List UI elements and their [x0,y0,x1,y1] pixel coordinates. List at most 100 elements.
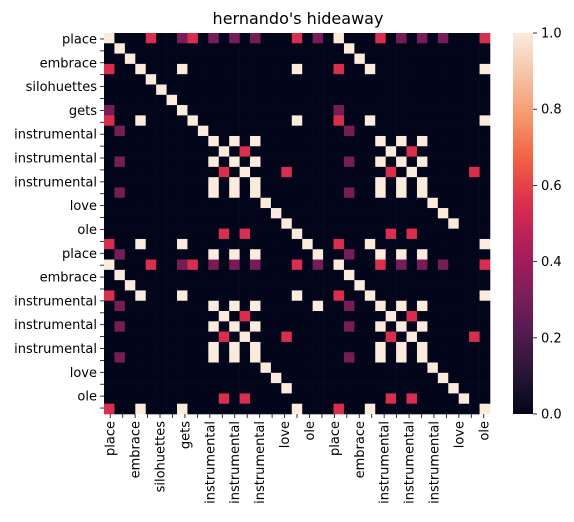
heatmap-cell [250,280,261,291]
heatmap-cell [114,218,126,229]
heatmap-cell [124,372,136,384]
heatmap-cell [333,166,345,178]
x-tick-label: embrace [129,421,144,478]
heatmap-cell [333,105,345,116]
heatmap-cell [218,208,230,219]
heatmap-cell [406,238,418,250]
heatmap-cell [385,393,397,405]
heatmap-cell [416,125,428,137]
heatmap-cell [145,321,157,332]
heatmap-cell [312,208,324,219]
heatmap-cell [385,331,397,343]
heatmap-cell [416,238,428,250]
heatmap-cell [156,290,167,302]
heatmap-cell [156,218,167,229]
heatmap-cell [437,290,449,302]
heatmap-cell [187,300,199,312]
heatmap-cell [448,228,459,240]
heatmap-cell [427,115,439,126]
heatmap-cell [312,341,324,353]
heatmap-cell [291,280,303,291]
heatmap-cell [396,362,407,374]
heatmap-cell [135,84,147,96]
heatmap-cell [187,135,199,147]
heatmap-cell [302,156,313,168]
heatmap-cell [333,321,345,332]
heatmap-cell [270,372,282,384]
heatmap-cell [479,228,491,240]
heatmap-cell [427,135,439,147]
heatmap-cell [124,63,136,75]
heatmap-cell [333,331,345,343]
heatmap-cell [145,208,157,219]
heatmap-cell [427,321,439,332]
heatmap-cell [396,341,407,353]
heatmap-cell [135,208,147,219]
heatmap-cell [208,125,220,137]
heatmap-cell [427,311,439,322]
heatmap-cell [375,290,386,302]
heatmap-cell [145,280,157,291]
heatmap-cell [364,208,376,219]
heatmap-cell [229,403,240,415]
y-tick-label: place [62,247,97,262]
heatmap-cell [124,290,136,302]
heatmap-cell [218,290,230,302]
heatmap-cell [458,280,470,291]
heatmap-cell [260,94,272,106]
heatmap-cell [239,383,251,394]
heatmap-cell [250,125,261,137]
heatmap-cell [239,290,251,302]
heatmap-cell [354,331,366,343]
heatmap-cell [124,177,136,188]
heatmap-cell [416,249,428,260]
heatmap-cell [104,125,115,137]
heatmap-cell [218,115,230,126]
heatmap-cell [197,403,209,415]
heatmap-cell [114,331,126,343]
heatmap-cell [260,187,272,199]
heatmap-cell [375,208,386,219]
heatmap-cell [385,228,397,240]
heatmap-cell [177,300,188,312]
heatmap-cell [270,249,282,260]
y-tick-label: love [70,366,97,381]
heatmap-cell [323,166,334,178]
heatmap-cell [124,228,136,240]
heatmap-cell [312,166,324,178]
heatmap-cell [270,177,282,188]
heatmap-cell [104,341,115,353]
heatmap-cell [416,269,428,281]
heatmap-cell [364,43,376,54]
heatmap-cell [385,280,397,291]
heatmap-cell [354,321,366,332]
heatmap-cell [281,197,293,209]
heatmap-cell [302,197,313,209]
heatmap-cell [375,249,386,260]
heatmap-cell [135,187,147,199]
heatmap-cell [479,94,491,106]
heatmap-cell [458,33,470,44]
heatmap-cell [448,115,459,126]
heatmap-cell [302,383,313,394]
heatmap-cell [479,238,491,250]
heatmap-cell [229,321,240,332]
heatmap-cell [197,43,209,54]
heatmap-cell [437,280,449,291]
heatmap-cell [208,105,220,116]
heatmap-cell [291,33,303,44]
heatmap-cell [177,383,188,394]
heatmap-cell [281,362,293,374]
heatmap-cell [469,362,480,374]
heatmap-cell [250,43,261,54]
heatmap-cell [333,125,345,137]
heatmap-cell [135,383,147,394]
heatmap-cell [197,321,209,332]
heatmap-cell [406,259,418,271]
heatmap-cell [469,105,480,116]
heatmap-cell [229,372,240,384]
heatmap-cell [343,53,355,65]
heatmap-cell [302,280,313,291]
heatmap-cell [448,249,459,260]
heatmap-cell [291,187,303,199]
